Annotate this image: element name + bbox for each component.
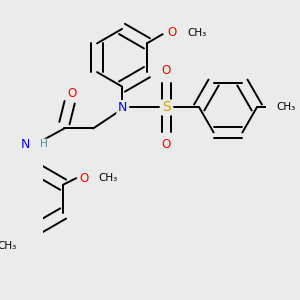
Text: O: O — [80, 172, 89, 184]
Text: O: O — [167, 26, 176, 39]
Text: O: O — [162, 138, 171, 151]
Text: CH₃: CH₃ — [98, 173, 118, 183]
Text: CH₃: CH₃ — [0, 241, 16, 251]
Text: N: N — [21, 138, 30, 151]
Text: N: N — [117, 101, 127, 114]
Text: S: S — [162, 100, 171, 115]
Text: CH₃: CH₃ — [276, 103, 296, 112]
Text: H: H — [40, 139, 47, 149]
Text: O: O — [68, 87, 77, 100]
Text: O: O — [162, 64, 171, 77]
Text: CH₃: CH₃ — [188, 28, 207, 38]
